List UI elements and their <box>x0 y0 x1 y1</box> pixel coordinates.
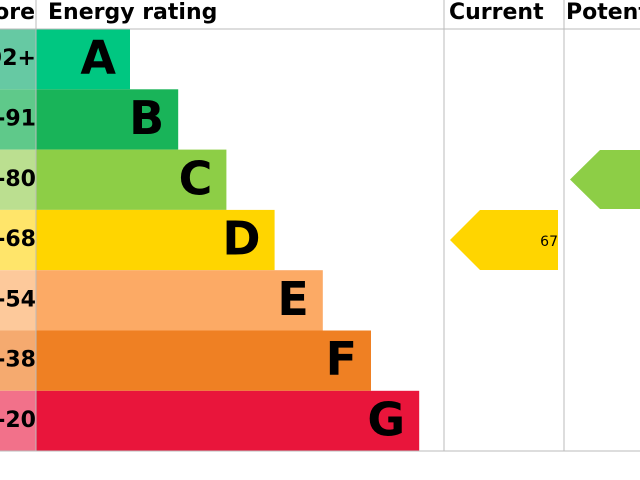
score-cell <box>0 330 36 391</box>
current-header: Current <box>449 0 544 25</box>
current-value: 67 <box>540 234 558 250</box>
score-range: 92+ <box>0 46 36 71</box>
score-range: 55-68 <box>0 227 36 252</box>
rating-bar <box>36 89 179 150</box>
band-letter: E <box>277 272 308 326</box>
score-cell <box>0 89 36 150</box>
score-range: 69-80 <box>0 167 36 192</box>
score-cell <box>0 29 36 90</box>
score-cell <box>0 149 36 210</box>
score-cell <box>0 270 36 331</box>
rows: 92+ A 81-91 B 69-80 C 55-68 D 39-54 E 21-38 F 1-20 G <box>0 29 420 452</box>
band-letter: F <box>326 332 357 386</box>
band-letter: A <box>80 31 116 85</box>
rating-bar <box>36 270 323 331</box>
score-cell <box>0 209 36 271</box>
score-range: 1-20 <box>0 408 36 433</box>
rating-bar <box>36 330 371 391</box>
band-letter: D <box>222 212 260 266</box>
band-letter: C <box>179 151 213 205</box>
score-cell <box>0 390 36 452</box>
band-letter: G <box>367 392 405 446</box>
rating-bar <box>36 209 275 271</box>
rating-bar <box>36 29 130 90</box>
current-arrow <box>450 210 558 270</box>
rating-header: Energy rating <box>48 0 217 25</box>
rating-bar <box>36 149 227 210</box>
score-header: Score <box>0 0 35 25</box>
rating-bar <box>36 390 420 452</box>
score-range: 21-38 <box>0 348 36 373</box>
score-range: 81-91 <box>0 106 36 131</box>
band-letter: B <box>129 91 164 145</box>
potential-arrow <box>570 150 640 209</box>
potential-header: Potential <box>566 0 640 25</box>
score-range: 39-54 <box>0 287 36 312</box>
